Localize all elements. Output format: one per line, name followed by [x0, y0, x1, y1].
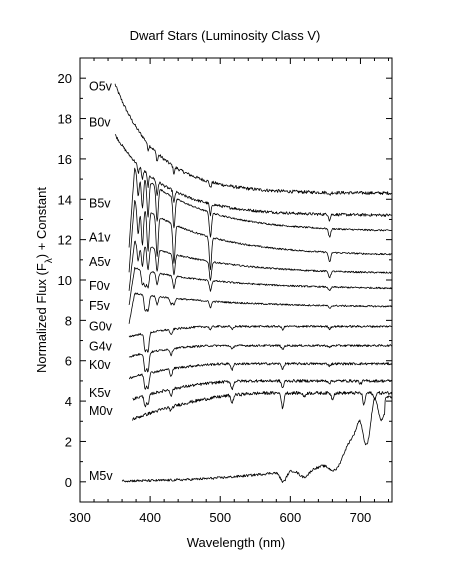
spectrum-line-m5v: [121, 395, 393, 483]
series-labels: O5v B0v B5v A1v A5v F0v F5v G0v G4v K0v K5v M0v M5v: [89, 79, 113, 483]
x-tick-label: 600: [279, 510, 301, 525]
spectrum-line-g4v: [128, 344, 392, 373]
spectrum-line-g0v: [128, 325, 392, 353]
y-axis-title-suffix: ) + Constant: [34, 187, 49, 259]
series-label-k5v: K5v: [89, 386, 111, 400]
y-tick-label: 20: [58, 71, 72, 86]
spectra: [114, 83, 393, 483]
series-label-g4v: G4v: [89, 340, 113, 354]
y-tick-label: 14: [58, 192, 72, 207]
spectrum-line-m0v: [132, 391, 393, 421]
y-tick-label: 18: [58, 112, 72, 127]
series-label-a5v: A5v: [89, 255, 111, 269]
y-tick-label: 0: [65, 475, 72, 490]
y-tick-label: 6: [65, 354, 72, 369]
x-tick-label: 400: [139, 510, 161, 525]
series-label-k0v: K0v: [89, 358, 111, 372]
spectrum-line-a1v: [128, 200, 392, 273]
series-label-b0v: B0v: [89, 116, 111, 130]
series-label-f5v: F5v: [89, 299, 111, 313]
x-axis: 300 400 500 600 700: [69, 58, 389, 525]
spectrum-line-a5v: [128, 240, 392, 291]
series-label-m0v: M0v: [89, 404, 113, 418]
y-axis-title-prefix: Normalized Flux (F: [34, 263, 49, 373]
y-tick-label: 10: [58, 273, 72, 288]
y-tick-label: 8: [65, 313, 72, 328]
y-tick-label: 2: [65, 434, 72, 449]
series-label-b5v: B5v: [89, 196, 111, 210]
y-axis: 0 2 4 6 8 10 12 14 16 18 20: [58, 57, 392, 503]
y-axis-title-subscript: λ: [44, 258, 55, 263]
y-tick-label: 4: [65, 394, 72, 409]
x-tick-label: 300: [69, 510, 91, 525]
series-label-a1v: A1v: [89, 231, 111, 245]
spectrum-line-f0v: [128, 266, 392, 305]
series-label-f0v: F0v: [89, 279, 111, 293]
plot-frame: [79, 57, 393, 503]
series-label-o5v: O5v: [89, 79, 113, 93]
spectrum-line-b5v: [128, 167, 392, 248]
x-axis-title: Wavelength (nm): [187, 535, 286, 550]
spectrum-line-k5v: [132, 379, 392, 408]
y-tick-label: 12: [58, 233, 72, 248]
y-axis-title: Normalized Flux (Fλ) + Constant: [34, 187, 55, 373]
x-tick-label: 700: [350, 510, 372, 525]
chart-title: Dwarf Stars (Luminosity Class V): [130, 28, 321, 43]
spectrum-line-b0v: [114, 134, 392, 222]
series-label-g0v: G0v: [89, 319, 113, 333]
series-label-m5v: M5v: [89, 469, 113, 483]
spectrum-line-k0v: [129, 362, 392, 390]
spectrum-line-o5v: [114, 83, 392, 196]
x-tick-label: 500: [209, 510, 231, 525]
spectrum-line-f5v: [128, 292, 392, 324]
y-tick-label: 16: [58, 152, 72, 167]
